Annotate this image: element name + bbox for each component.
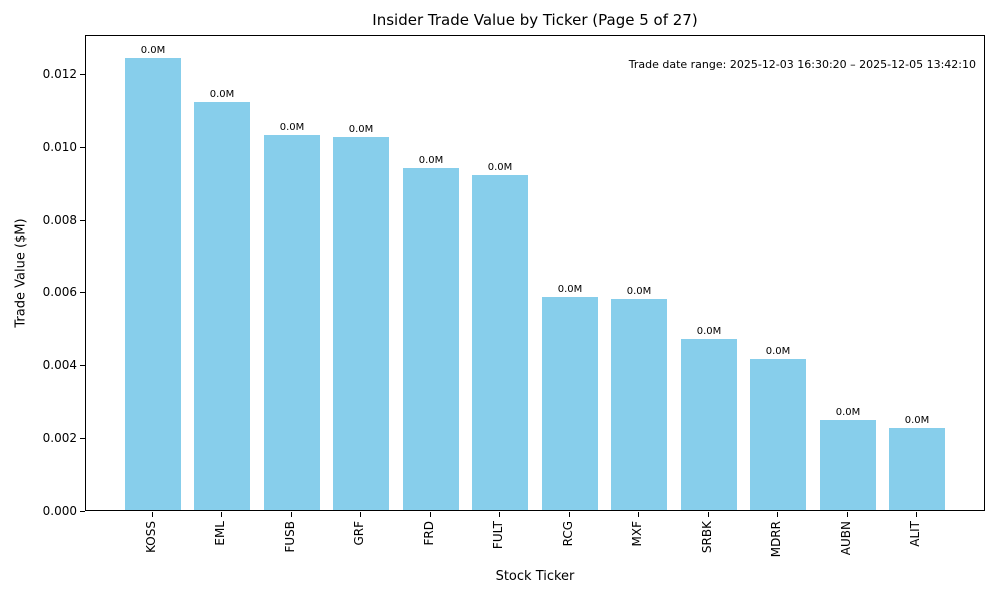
- x-tick-label-SRBK: SRBK: [700, 521, 714, 554]
- y-tick-mark-0.004: [80, 365, 85, 366]
- x-tick-label-FRD: FRD: [422, 521, 436, 546]
- bar-KOSS: [125, 58, 181, 510]
- y-tick-label-0.012: 0.012: [42, 67, 77, 81]
- x-tick-mark-RCG: [569, 512, 570, 517]
- x-tick-mark-EML: [221, 512, 222, 517]
- bar-value-label-SRBK: 0.0M: [696, 326, 722, 337]
- y-tick-label-0.002: 0.002: [42, 431, 77, 445]
- y-tick-mark-0.010: [80, 147, 85, 148]
- x-tick-mark-AUBN: [847, 512, 848, 517]
- bar-EML: [194, 102, 250, 510]
- bar-FRD: [403, 168, 459, 510]
- bar-FULT: [472, 175, 528, 510]
- x-tick-mark-MXF: [638, 512, 639, 517]
- x-tick-label-MXF: MXF: [630, 521, 644, 547]
- x-tick-mark-FUSB: [291, 512, 292, 517]
- bar-ALIT: [889, 428, 945, 510]
- bar-value-label-AUBN: 0.0M: [835, 407, 861, 418]
- x-tick-label-EML: EML: [213, 521, 227, 546]
- x-tick-mark-FULT: [499, 512, 500, 517]
- bar-value-label-ALIT: 0.0M: [904, 415, 930, 426]
- bar-MXF: [611, 299, 667, 510]
- y-tick-label-0.000: 0.000: [42, 504, 77, 518]
- x-tick-mark-MDRR: [777, 512, 778, 517]
- bar-AUBN: [820, 420, 876, 510]
- bar-value-label-KOSS: 0.0M: [140, 45, 166, 56]
- x-tick-label-ALIT: ALIT: [908, 521, 922, 547]
- x-tick-label-FUSB: FUSB: [283, 521, 297, 553]
- bar-value-label-MXF: 0.0M: [626, 286, 652, 297]
- bar-MDRR: [750, 359, 806, 510]
- y-tick-mark-0.002: [80, 438, 85, 439]
- x-tick-mark-GRF: [360, 512, 361, 517]
- bar-FUSB: [264, 135, 320, 510]
- trade-date-range-annotation: Trade date range: 2025-12-03 16:30:20 – …: [628, 58, 976, 71]
- x-tick-mark-ALIT: [916, 512, 917, 517]
- bar-value-label-FRD: 0.0M: [418, 155, 444, 166]
- y-tick-mark-0.008: [80, 220, 85, 221]
- plot-area: Trade date range: 2025-12-03 16:30:20 – …: [85, 35, 985, 511]
- bar-value-label-FUSB: 0.0M: [279, 122, 305, 133]
- bar-GRF: [333, 137, 389, 510]
- x-tick-label-RCG: RCG: [561, 521, 575, 547]
- y-tick-label-0.004: 0.004: [42, 358, 77, 372]
- bar-RCG: [542, 297, 598, 510]
- x-tick-label-KOSS: KOSS: [144, 521, 158, 553]
- y-tick-label-0.008: 0.008: [42, 213, 77, 227]
- x-tick-label-GRF: GRF: [352, 521, 366, 546]
- bar-value-label-MDRR: 0.0M: [765, 346, 791, 357]
- y-axis-label: Trade Value ($M): [13, 218, 29, 328]
- chart-title: Insider Trade Value by Ticker (Page 5 of…: [372, 11, 698, 29]
- y-tick-mark-0.012: [80, 74, 85, 75]
- x-tick-mark-KOSS: [152, 512, 153, 517]
- x-tick-label-AUBN: AUBN: [839, 521, 853, 556]
- x-tick-label-MDRR: MDRR: [769, 521, 783, 558]
- y-tick-label-0.006: 0.006: [42, 285, 77, 299]
- x-tick-mark-SRBK: [708, 512, 709, 517]
- bar-value-label-EML: 0.0M: [209, 89, 235, 100]
- x-axis-label: Stock Ticker: [495, 569, 575, 584]
- x-tick-label-FULT: FULT: [491, 521, 505, 550]
- bar-value-label-FULT: 0.0M: [487, 162, 513, 173]
- y-tick-mark-0.000: [80, 511, 85, 512]
- bar-value-label-GRF: 0.0M: [348, 124, 374, 135]
- y-tick-label-0.010: 0.010: [42, 140, 77, 154]
- bar-value-label-RCG: 0.0M: [557, 284, 583, 295]
- x-tick-mark-FRD: [430, 512, 431, 517]
- bar-SRBK: [681, 339, 737, 510]
- y-tick-mark-0.006: [80, 292, 85, 293]
